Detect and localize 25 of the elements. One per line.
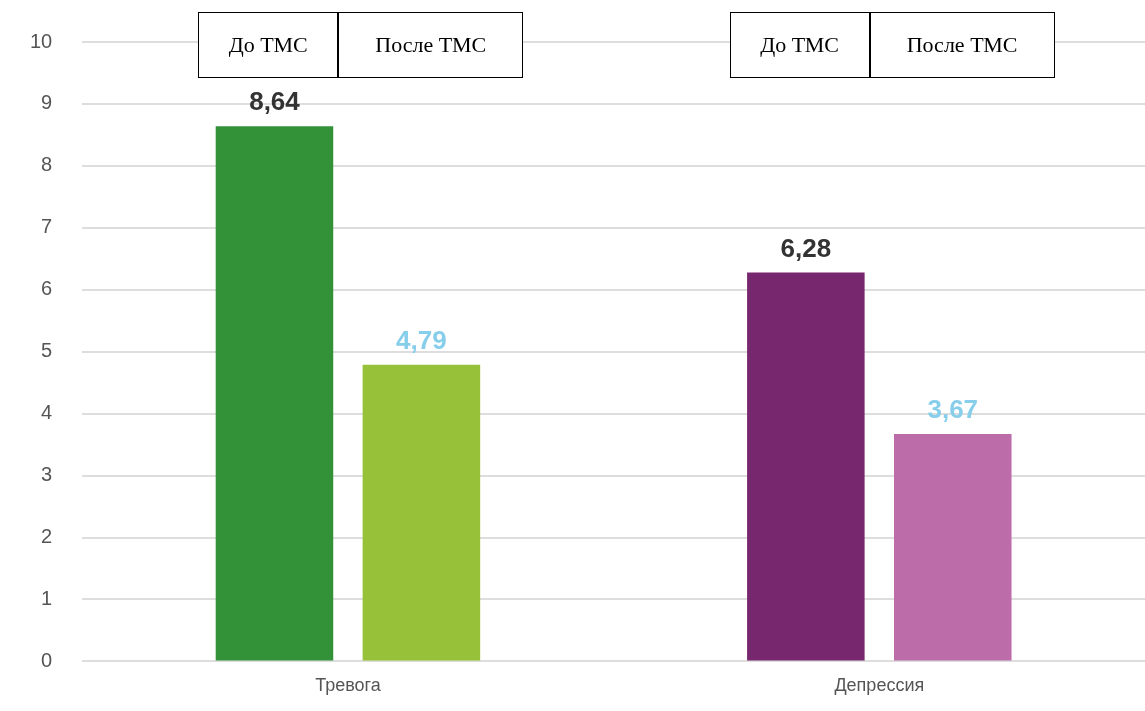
y-tick-label: 4 <box>41 401 53 424</box>
label-box: До ТМС <box>729 12 870 78</box>
label-box: После ТМС <box>338 12 524 78</box>
bar <box>747 272 865 661</box>
y-tick-label: 1 <box>41 586 53 609</box>
data-label: 3,67 <box>927 394 979 425</box>
y-tick-label: 9 <box>41 91 53 114</box>
y-tick-label: 7 <box>41 215 53 238</box>
y-tick-label: 10 <box>30 29 53 52</box>
data-label: 4,79 <box>396 324 447 355</box>
y-tick-label: 8 <box>41 153 53 176</box>
data-label: 6,28 <box>780 232 832 263</box>
data-label: 8,64 <box>249 86 301 117</box>
y-tick-label: 5 <box>41 339 53 362</box>
y-tick-label: 2 <box>41 525 53 548</box>
label-box: До ТМС <box>198 12 339 78</box>
bar <box>215 126 334 661</box>
y-tick-label: 6 <box>41 277 53 300</box>
x-tick-label: Тревога <box>315 675 382 696</box>
x-tick-label: Депрессия <box>834 675 925 696</box>
y-tick-label: 0 <box>41 648 53 671</box>
bar <box>362 364 481 661</box>
bar <box>894 434 1012 661</box>
label-box: После ТМС <box>869 12 1055 78</box>
y-tick-label: 3 <box>41 463 53 486</box>
